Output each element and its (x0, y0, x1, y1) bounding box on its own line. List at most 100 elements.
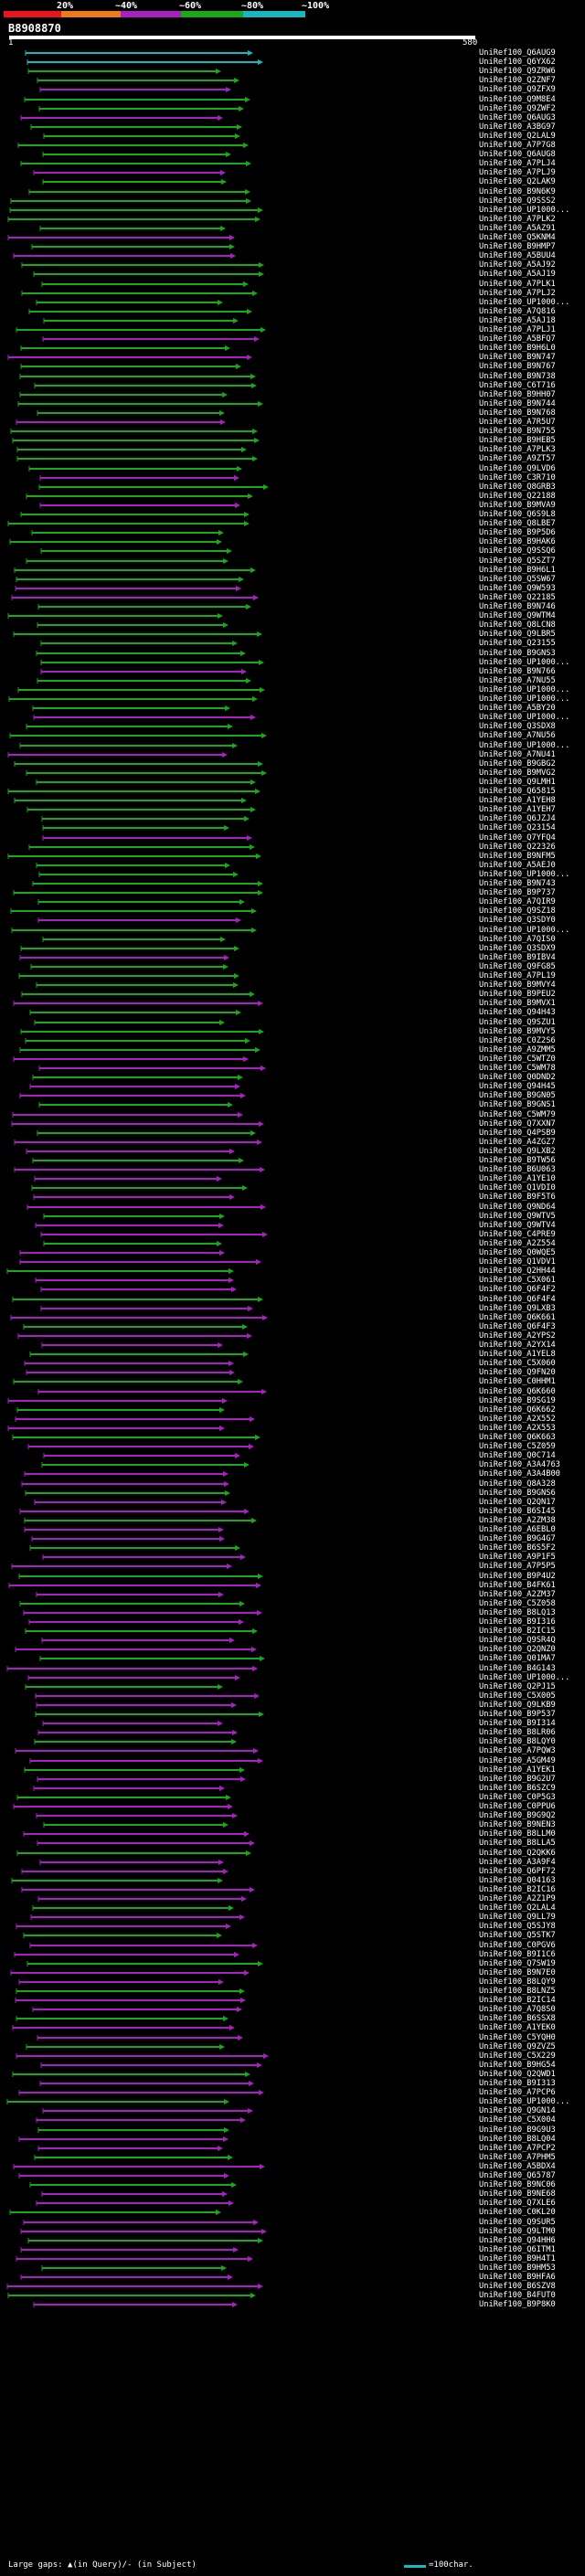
hit-label[interactable]: UniRef100_B2IC14 (479, 1996, 556, 2005)
hit-label[interactable]: UniRef100_A1YE10 (479, 1174, 556, 1183)
hit-label[interactable]: UniRef100_Q9ZRW6 (479, 67, 556, 76)
hit-label[interactable]: UniRef100_C0PPU6 (479, 1802, 556, 1811)
hit-label[interactable]: UniRef100_Q5SW67 (479, 575, 556, 584)
hit-label[interactable]: UniRef100_A7PCP2 (479, 2144, 556, 2153)
hit-label[interactable]: UniRef100_B9MVY4 (479, 981, 556, 990)
hit-label[interactable]: UniRef100_Q6ITM1 (479, 2245, 556, 2254)
hit-label[interactable]: UniRef100_C6T716 (479, 381, 556, 390)
hit-label[interactable]: UniRef100_B9HMP7 (479, 242, 556, 251)
hit-label[interactable]: UniRef100_Q7XXN7 (479, 1119, 556, 1129)
hit-label[interactable]: UniRef100_C5WM78 (479, 1064, 556, 1073)
hit-label[interactable]: UniRef100_A7QIS0 (479, 935, 556, 944)
hit-label[interactable]: UniRef100_A3BG97 (479, 122, 556, 132)
hit-label[interactable]: UniRef100_B9HAK6 (479, 537, 556, 546)
hit-label[interactable]: UniRef100_A9P1F5 (479, 1553, 556, 1562)
hit-label[interactable]: UniRef100_A5GM49 (479, 1756, 556, 1765)
hit-label[interactable]: UniRef100_B9N7E0 (479, 1968, 556, 1977)
hit-label[interactable]: UniRef100_A7PLK2 (479, 215, 556, 224)
hit-label[interactable]: UniRef100_B6SSX8 (479, 2014, 556, 2023)
hit-label[interactable]: UniRef100_Q9W593 (479, 584, 556, 593)
hit-label[interactable]: UniRef100_Q6F4F4 (479, 1295, 556, 1304)
hit-label[interactable]: UniRef100_Q9SSS2 (479, 196, 556, 206)
hit-label[interactable]: UniRef100_Q6K662 (479, 1405, 556, 1415)
hit-label[interactable]: UniRef100_Q5STK7 (479, 1931, 556, 1940)
hit-label[interactable]: UniRef100_Q9LKB9 (479, 1701, 556, 1710)
hit-label[interactable]: UniRef100_Q9WTM4 (479, 611, 556, 620)
hit-label[interactable]: UniRef100_Q04163 (479, 1876, 556, 1885)
hit-label[interactable]: UniRef100_C5X061 (479, 1276, 556, 1285)
hit-label[interactable]: UniRef100_Q9SZ18 (479, 906, 556, 916)
hit-label[interactable]: UniRef100_Q2LAL9 (479, 132, 556, 141)
hit-label[interactable]: UniRef100_B9G9Q2 (479, 1811, 556, 1820)
hit-label[interactable]: UniRef100_UP1000... (479, 1673, 570, 1682)
hit-label[interactable]: UniRef100_Q23155 (479, 639, 556, 648)
hit-label[interactable]: UniRef100_Q23154 (479, 823, 556, 832)
hit-label[interactable]: UniRef100_C0PGV6 (479, 1941, 556, 1950)
hit-label[interactable]: UniRef100_Q0DND2 (479, 1073, 556, 1082)
hit-label[interactable]: UniRef100_Q2QN17 (479, 1498, 556, 1507)
hit-label[interactable]: UniRef100_B9IBV4 (479, 953, 556, 962)
hit-label[interactable]: UniRef100_C0HHM1 (479, 1377, 556, 1386)
hit-label[interactable]: UniRef100_B8LQ13 (479, 1608, 556, 1617)
hit-label[interactable]: UniRef100_Q2QNZ0 (479, 1645, 556, 1654)
hit-label[interactable]: UniRef100_Q9GN14 (479, 2106, 556, 2115)
hit-label[interactable]: UniRef100_B9H6L0 (479, 344, 556, 353)
hit-label[interactable]: UniRef100_B9MVG2 (479, 769, 556, 778)
hit-label[interactable]: UniRef100_A5AZ91 (479, 224, 556, 233)
hit-label[interactable]: UniRef100_B6U063 (479, 1165, 556, 1174)
hit-label[interactable]: UniRef100_B9G9U3 (479, 2125, 556, 2135)
hit-label[interactable]: UniRef100_A7PHM5 (479, 2153, 556, 2162)
hit-label[interactable]: UniRef100_Q2QWD1 (479, 2070, 556, 2079)
hit-label[interactable]: UniRef100_B8LLA5 (479, 1839, 556, 1848)
hit-label[interactable]: UniRef100_A1YEH8 (479, 796, 556, 805)
hit-label[interactable]: UniRef100_UP1000... (479, 741, 570, 750)
hit-label[interactable]: UniRef100_UP1000... (479, 658, 570, 667)
hit-label[interactable]: UniRef100_Q9LL79 (479, 1913, 556, 1922)
hit-label[interactable]: UniRef100_B9MVX1 (479, 999, 556, 1008)
hit-label[interactable]: UniRef100_C5Z059 (479, 1442, 556, 1451)
hit-label[interactable]: UniRef100_B2IC16 (479, 1885, 556, 1894)
hit-label[interactable]: UniRef100_B9HM53 (479, 2263, 556, 2273)
hit-label[interactable]: UniRef100_A7NU55 (479, 676, 556, 685)
hit-label[interactable]: UniRef100_A2YPS2 (479, 1331, 556, 1341)
hit-label[interactable]: UniRef100_A9ZT57 (479, 454, 556, 463)
hit-label[interactable]: UniRef100_Q0C714 (479, 1451, 556, 1460)
hit-label[interactable]: UniRef100_Q6F4F2 (479, 1285, 556, 1294)
hit-label[interactable]: UniRef100_Q7SW19 (479, 1959, 556, 1968)
hit-label[interactable]: UniRef100_B9I316 (479, 1617, 556, 1627)
hit-label[interactable]: UniRef100_B6SZC9 (479, 1784, 556, 1793)
hit-label[interactable]: UniRef100_B9HH07 (479, 390, 556, 399)
hit-label[interactable]: UniRef100_Q7YFQ4 (479, 833, 556, 843)
hit-label[interactable]: UniRef100_UP1000... (479, 685, 570, 694)
hit-label[interactable]: UniRef100_B9NC06 (479, 2180, 556, 2189)
hit-label[interactable]: UniRef100_Q9WTV5 (479, 1212, 556, 1221)
hit-label[interactable]: UniRef100_Q8LCN8 (479, 620, 556, 630)
hit-label[interactable]: UniRef100_Q01MA7 (479, 1654, 556, 1663)
hit-label[interactable]: UniRef100_C5X005 (479, 1691, 556, 1701)
hit-label[interactable]: UniRef100_A3A4B00 (479, 1469, 560, 1479)
hit-label[interactable]: UniRef100_C5YQH0 (479, 2033, 556, 2042)
hit-label[interactable]: UniRef100_A2YX14 (479, 1341, 556, 1350)
hit-label[interactable]: UniRef100_UP1000... (479, 694, 570, 704)
hit-label[interactable]: UniRef100_Q9FN20 (479, 1368, 556, 1377)
hit-label[interactable]: UniRef100_Q9SSQ6 (479, 546, 556, 556)
hit-label[interactable]: UniRef100_Q2PJ15 (479, 1682, 556, 1691)
hit-label[interactable]: UniRef100_B6S5F2 (479, 1543, 556, 1553)
hit-label[interactable]: UniRef100_Q5SZT7 (479, 557, 556, 566)
hit-label[interactable]: UniRef100_Q5SJY8 (479, 1922, 556, 1931)
hit-label[interactable]: UniRef100_A5AJ18 (479, 316, 556, 325)
hit-label[interactable]: UniRef100_A5BY20 (479, 704, 556, 713)
hit-label[interactable]: UniRef100_Q9LXB2 (479, 1147, 556, 1156)
hit-label[interactable]: UniRef100_Q6K661 (479, 1313, 556, 1322)
hit-label[interactable]: UniRef100_B9MVY5 (479, 1027, 556, 1036)
hit-label[interactable]: UniRef100_Q5KNM4 (479, 233, 556, 242)
hit-label[interactable]: UniRef100_Q9SUR5 (479, 2218, 556, 2227)
hit-label[interactable]: UniRef100_B9N768 (479, 408, 556, 418)
hit-label[interactable]: UniRef100_B8LQY0 (479, 1737, 556, 1746)
hit-label[interactable]: UniRef100_A2X552 (479, 1415, 556, 1424)
hit-label[interactable]: UniRef100_A5AJ19 (479, 270, 556, 279)
hit-label[interactable]: UniRef100_Q4PSB9 (479, 1129, 556, 1138)
hit-label[interactable]: UniRef100_Q9ZFX9 (479, 85, 556, 94)
hit-label[interactable]: UniRef100_A7QIR9 (479, 897, 556, 906)
hit-label[interactable]: UniRef100_A5BUU4 (479, 251, 556, 260)
